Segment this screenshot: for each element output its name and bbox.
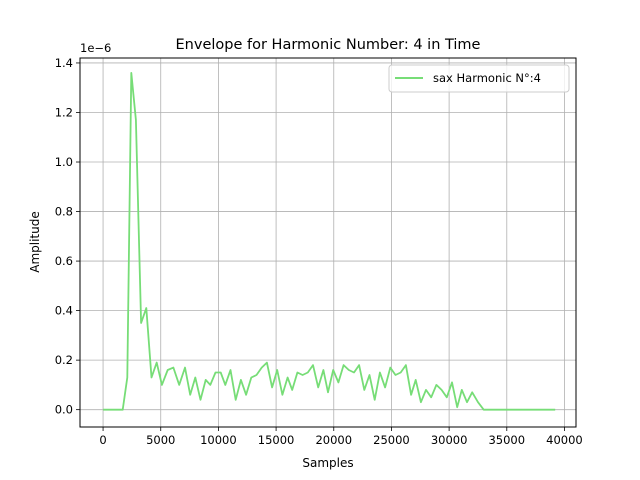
x-tick-label: 5000: [146, 433, 175, 447]
y-axis-label: Amplitude: [28, 211, 42, 273]
legend: sax Harmonic N°:4: [388, 64, 570, 93]
y-offset-label: 1e−6: [80, 41, 111, 55]
x-tick-label: 15000: [258, 433, 295, 447]
legend-label: sax Harmonic N°:4: [433, 71, 541, 85]
x-axis-label: Samples: [302, 456, 353, 470]
chart-title: Envelope for Harmonic Number: 4 in Time: [176, 37, 481, 53]
y-tick-label: 0.6: [55, 254, 73, 268]
series-layer: [103, 72, 556, 411]
legend-box: [388, 64, 570, 93]
x-tick-label: 20000: [315, 433, 352, 447]
y-tick-label: 1.4: [55, 56, 73, 70]
y-tick-label: 1.2: [55, 105, 73, 119]
y-tick-label: 0.4: [55, 304, 73, 318]
y-tick-label: 0.8: [55, 205, 73, 219]
y-ticks: 0.0 0.2 0.4 0.6 0.8 1.0 1.2 1.4: [55, 56, 80, 417]
plot-frame: [79, 57, 577, 428]
y-tick-label: 1.0: [55, 155, 73, 169]
x-tick-label: 25000: [373, 433, 410, 447]
x-tick-label: 0: [99, 433, 106, 447]
x-tick-label: 10000: [200, 433, 237, 447]
series-line: [103, 72, 556, 411]
x-ticks: 0 5000 10000 15000 20000 25000 30000 35000 40000: [99, 427, 583, 447]
x-tick-label: 35000: [488, 433, 525, 447]
y-tick-label: 0.0: [55, 403, 73, 417]
x-tick-label: 30000: [431, 433, 468, 447]
x-tick-label: 40000: [546, 433, 583, 447]
y-tick-label: 0.2: [55, 353, 73, 367]
